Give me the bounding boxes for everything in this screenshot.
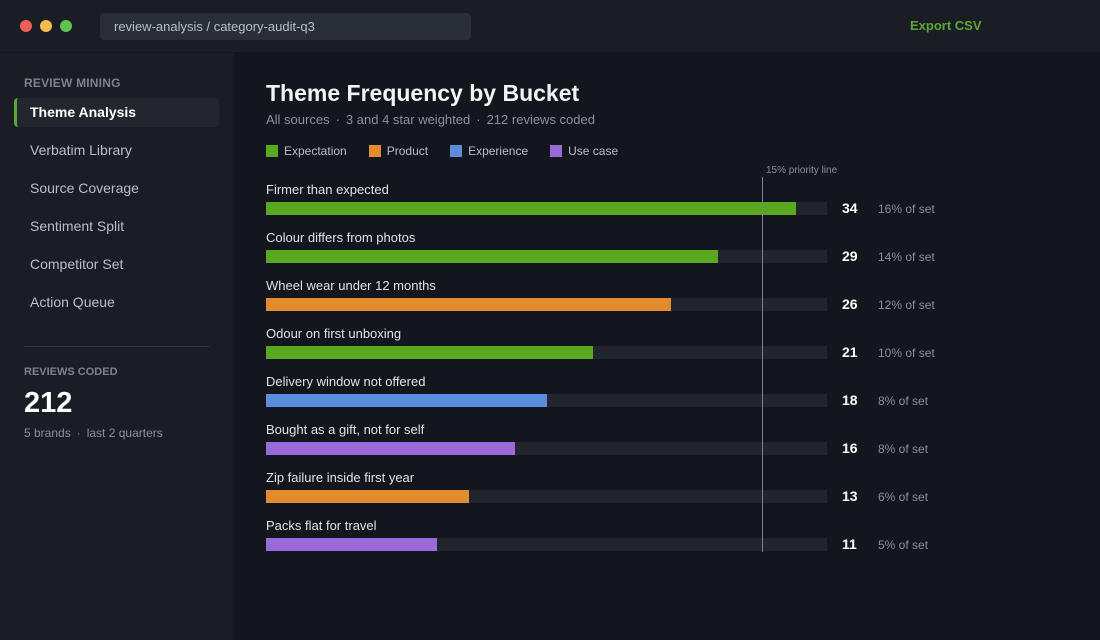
address-bar[interactable]: review-analysis / category-audit-q3 (100, 13, 471, 40)
bar-share-label: 10% of set (878, 346, 935, 360)
sidebar: REVIEW MINING Theme Analysis Verbatim Li… (0, 53, 233, 640)
bar[interactable] (266, 346, 593, 359)
bar-share-label: 8% of set (878, 442, 929, 456)
bar-value-label: 16 (842, 440, 858, 456)
bar-label: Colour differs from photos (266, 230, 416, 245)
bar-label: Odour on first unboxing (266, 326, 402, 341)
sidebar-heading: REVIEW MINING (24, 76, 121, 90)
bar-chart: 15% priority line Firmer than expected 34… (233, 53, 1100, 640)
subtitle-sources: All sources (266, 112, 330, 127)
bar-value-label: 21 (842, 344, 858, 360)
sidebar-item-sentiment-split[interactable]: Sentiment Split (30, 218, 125, 234)
bar-label: Firmer than expected (266, 182, 389, 197)
bar-label: Packs flat for travel (266, 518, 377, 533)
separator: · (476, 112, 481, 127)
legend-swatch (550, 145, 563, 157)
page-subtitle: All sources · 3 and 4 star weighted · 212 re… (266, 112, 595, 127)
bar-share-label: 6% of set (878, 490, 929, 504)
bar-share-label: 12% of set (878, 298, 935, 312)
export-csv-button[interactable]: Export CSV (910, 18, 982, 33)
bar-value-label: 18 (842, 392, 858, 408)
sidebar-item-source-coverage[interactable]: Source Coverage (30, 180, 139, 196)
sidebar-item-theme-analysis[interactable]: Theme Analysis (14, 98, 219, 127)
main-panel: Theme Frequency by Bucket All sources · 3 … (233, 53, 1100, 640)
period-text: last 2 quarters (86, 426, 163, 440)
bar-value-label: 13 (842, 488, 858, 504)
legend-item: Product (368, 144, 429, 158)
legend-label: Product (386, 144, 429, 158)
sidebar-item-competitor-set[interactable]: Competitor Set (30, 256, 124, 272)
top-bar: review-analysis / category-audit-q3 Expo… (0, 0, 1100, 53)
bar-share-label: 5% of set (878, 538, 929, 552)
bar-track (266, 490, 827, 503)
bar-label: Delivery window not offered (266, 374, 426, 389)
bar[interactable] (266, 298, 671, 311)
sidebar-item-action-queue[interactable]: Action Queue (30, 294, 115, 310)
bar-label: Bought as a gift, not for self (266, 422, 425, 437)
legend-swatch (368, 145, 381, 157)
bar-value-label: 11 (842, 536, 857, 552)
subtitle-count: 212 reviews coded (486, 112, 595, 127)
reviews-coded-label: REVIEWS CODED (24, 366, 118, 378)
bar-track (266, 346, 827, 359)
subtitle-weighting: 3 and 4 star weighted (345, 112, 471, 127)
bar-track (266, 394, 827, 407)
close-window-icon[interactable] (20, 20, 32, 32)
bar[interactable] (266, 538, 437, 551)
priority-reference-line (762, 177, 763, 552)
maximize-window-icon[interactable] (60, 20, 72, 32)
bar-track (266, 442, 827, 455)
bar[interactable] (266, 442, 515, 455)
brands-count-text: 5 brands (24, 426, 71, 440)
priority-line-label: 15% priority line (766, 165, 838, 176)
chart-legend: Expectation Product Experience Use case (266, 144, 640, 158)
bar-share-label: 8% of set (878, 394, 929, 408)
bar-share-label: 16% of set (878, 202, 935, 216)
legend-label: Expectation (284, 144, 347, 158)
legend-swatch (450, 145, 463, 157)
bar[interactable] (266, 394, 547, 407)
sidebar-divider (24, 346, 209, 347)
bar[interactable] (266, 202, 796, 215)
sidebar-nav: Theme Analysis Verbatim Library Source C… (14, 98, 219, 326)
separator: · (335, 112, 340, 127)
legend-swatch (266, 145, 278, 157)
page-title: Theme Frequency by Bucket (266, 80, 580, 106)
bar-label: Zip failure inside first year (266, 470, 415, 485)
legend-item: Experience (450, 144, 528, 158)
legend-item: Expectation (266, 144, 347, 158)
bar-label: Wheel wear under 12 months (266, 278, 436, 293)
sidebar-item-verbatim-library[interactable]: Verbatim Library (30, 142, 132, 158)
bar-track (266, 202, 827, 215)
minimize-window-icon[interactable] (40, 20, 52, 32)
bar-share-label: 14% of set (878, 250, 935, 264)
bar-track (266, 538, 827, 551)
bar-track (266, 298, 827, 311)
separator: · (76, 426, 81, 440)
bar-value-label: 29 (842, 248, 858, 264)
bar-track (266, 250, 827, 263)
legend-item: Use case (550, 144, 618, 158)
bar[interactable] (266, 490, 469, 503)
bar[interactable] (266, 250, 718, 263)
bar-value-label: 34 (842, 200, 858, 216)
bar-value-label: 26 (842, 296, 858, 312)
reviews-coded-subtext: 5 brands · last 2 quarters (24, 426, 163, 440)
reviews-coded-value: 212 (24, 387, 73, 419)
legend-label: Use case (568, 144, 619, 158)
legend-label: Experience (468, 144, 529, 158)
